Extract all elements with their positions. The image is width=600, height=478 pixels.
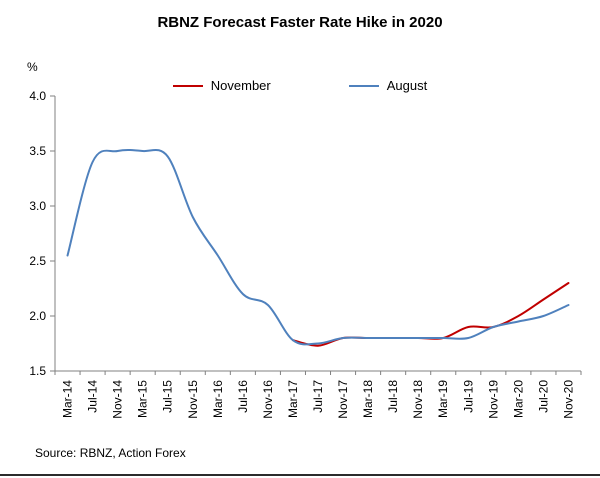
y-tick-label: 3.0 [29, 199, 46, 213]
y-tick-label: 4.0 [29, 89, 46, 103]
x-tick-label: Nov-18 [411, 380, 425, 419]
source-text: Source: RBNZ, Action Forex [35, 446, 186, 460]
x-tick-label: Jul-20 [536, 380, 550, 413]
x-tick-label: Mar-20 [511, 380, 525, 418]
legend-label-august: August [386, 78, 428, 93]
x-tick-label: Jul-16 [236, 380, 250, 413]
chart-title: RBNZ Forecast Faster Rate Hike in 2020 [157, 14, 443, 31]
x-tick-label: Jul-17 [311, 380, 325, 413]
y-tick-label: 1.5 [29, 364, 46, 378]
legend-label-november: November [210, 78, 271, 93]
x-tick-label: Nov-15 [186, 380, 200, 419]
x-tick-label: Nov-14 [111, 380, 125, 419]
y-tick-label: 3.5 [29, 144, 46, 158]
x-tick-label: Nov-20 [561, 380, 575, 419]
x-tick-label: Jul-19 [461, 380, 475, 413]
august-line-swatch [348, 84, 379, 87]
y-tick-label: 2.5 [29, 254, 46, 268]
x-tick-label: Mar-14 [61, 380, 75, 418]
x-tick-label: Jul-15 [161, 380, 175, 413]
x-tick-label: Nov-17 [336, 380, 350, 419]
x-tick-label: Mar-18 [361, 380, 375, 418]
series-line-november [291, 282, 570, 347]
x-tick-label: Mar-19 [436, 380, 450, 418]
x-tick-label: Nov-19 [486, 380, 500, 419]
bottom-border [0, 474, 600, 476]
legend-item-november: November [172, 78, 271, 93]
x-tick-label: Mar-17 [286, 380, 300, 418]
legend-item-august: August [348, 78, 428, 93]
series-line-august [66, 148, 570, 346]
x-tick-label: Jul-18 [386, 380, 400, 413]
y-axis-unit-label: % [27, 60, 38, 74]
x-tick-label: Mar-16 [211, 380, 225, 418]
x-tick-label: Nov-16 [261, 380, 275, 419]
legend: November August [0, 78, 600, 93]
x-tick-label: Jul-14 [86, 380, 100, 413]
y-tick-label: 2.0 [29, 309, 46, 323]
x-tick-label: Mar-15 [136, 380, 150, 418]
november-line-swatch [172, 84, 203, 87]
